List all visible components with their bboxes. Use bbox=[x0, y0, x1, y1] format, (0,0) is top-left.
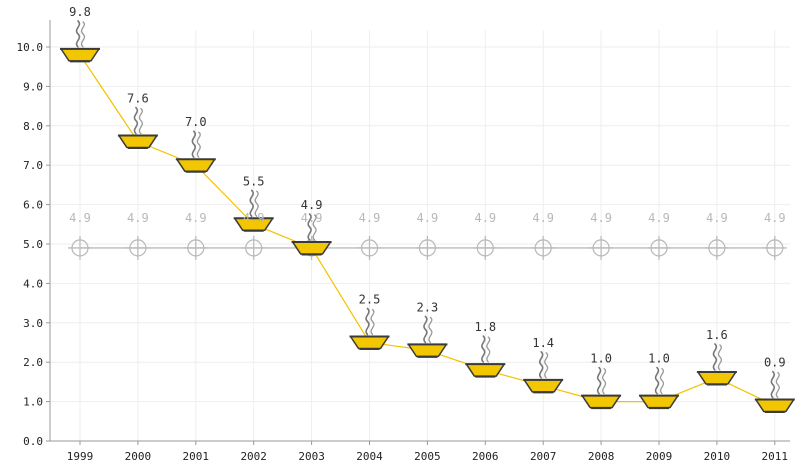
reference-value-label: 4.9 bbox=[532, 211, 554, 225]
series bbox=[59, 19, 795, 414]
reference-value-label: 4.9 bbox=[764, 211, 786, 225]
reference-value-label: 4.9 bbox=[474, 211, 496, 225]
x-tick-label: 2006 bbox=[472, 450, 499, 463]
crosshair-circle-icon bbox=[762, 235, 788, 261]
crosshair-circle-icon bbox=[472, 235, 498, 261]
data-value-label: 1.6 bbox=[706, 328, 728, 342]
y-tick-label: 2.0 bbox=[23, 356, 43, 369]
data-value-label: 1.0 bbox=[590, 352, 612, 366]
x-tick-label: 2007 bbox=[530, 450, 557, 463]
crosshair-circle-icon bbox=[183, 235, 209, 261]
reference-value-label: 4.9 bbox=[69, 211, 91, 225]
x-tick-label: 2004 bbox=[356, 450, 383, 463]
reference-value-label: 4.9 bbox=[243, 211, 265, 225]
y-tick-label: 5.0 bbox=[23, 238, 43, 251]
axes: 0.0 1.0 2.0 3.0 4.0 5.0 6.0 7.0 8.0 9.0 10.0 1999 20… bbox=[17, 20, 790, 463]
data-value-label: 1.4 bbox=[532, 336, 554, 350]
x-tick-label: 2005 bbox=[414, 450, 441, 463]
reference-value-label: 4.9 bbox=[359, 211, 381, 225]
reference-value-label: 4.9 bbox=[301, 211, 323, 225]
y-tick-label: 10.0 bbox=[17, 41, 44, 54]
reference-value-label: 4.9 bbox=[590, 211, 612, 225]
x-tick-label: 2003 bbox=[298, 450, 325, 463]
x-tick-label: 2011 bbox=[762, 450, 789, 463]
data-value-label: 2.5 bbox=[359, 293, 381, 307]
data-value-label: 4.9 bbox=[301, 198, 323, 212]
crosshair-circle-icon bbox=[646, 235, 672, 261]
data-value-label: 7.6 bbox=[127, 92, 149, 106]
y-tick-label: 4.0 bbox=[23, 277, 43, 290]
y-tick-label: 8.0 bbox=[23, 120, 43, 133]
x-tick-label: 2010 bbox=[704, 450, 731, 463]
reference-value-label: 4.9 bbox=[417, 211, 439, 225]
x-tick-label: 2001 bbox=[183, 450, 210, 463]
labels: 4.9 4.9 4.9 4.9 4.9 4.9 4.9 4.9 4.9 4.9 4.9 4.9 4.99… bbox=[69, 5, 785, 370]
grid bbox=[50, 30, 790, 442]
y-tick-label: 0.0 bbox=[23, 435, 43, 448]
data-value-label: 5.5 bbox=[243, 174, 265, 188]
y-tick-label: 6.0 bbox=[23, 199, 43, 212]
crosshair-circle-icon bbox=[67, 235, 93, 261]
y-tick-label: 3.0 bbox=[23, 317, 43, 330]
x-tick-label: 1999 bbox=[67, 450, 94, 463]
reference-value-label: 4.9 bbox=[648, 211, 670, 225]
y-tick-label: 1.0 bbox=[23, 396, 43, 409]
y-tick-label: 7.0 bbox=[23, 159, 43, 172]
data-value-label: 7.0 bbox=[185, 115, 207, 129]
data-value-label: 1.8 bbox=[474, 320, 496, 334]
reference-value-label: 4.9 bbox=[185, 211, 207, 225]
reference-value-label: 4.9 bbox=[706, 211, 728, 225]
data-value-label: 2.3 bbox=[417, 300, 439, 314]
crosshair-circle-icon bbox=[125, 235, 151, 261]
x-tick-label: 2000 bbox=[125, 450, 152, 463]
x-tick-label: 2002 bbox=[240, 450, 267, 463]
data-value-label: 1.0 bbox=[648, 352, 670, 366]
crosshair-circle-icon bbox=[356, 235, 383, 261]
crosshair-circle-icon bbox=[530, 235, 556, 261]
crosshair-circle-icon bbox=[241, 235, 267, 261]
x-tick-label: 2009 bbox=[646, 450, 673, 463]
x-tick-label: 2008 bbox=[588, 450, 615, 463]
crosshair-circle-icon bbox=[704, 235, 730, 261]
data-value-label: 0.9 bbox=[764, 356, 786, 370]
crosshair-circle-icon bbox=[414, 235, 441, 261]
crosshair-circle-icon bbox=[588, 235, 614, 261]
data-value-label: 9.8 bbox=[69, 5, 91, 19]
y-tick-label: 9.0 bbox=[23, 80, 43, 93]
reference-value-label: 4.9 bbox=[127, 211, 149, 225]
